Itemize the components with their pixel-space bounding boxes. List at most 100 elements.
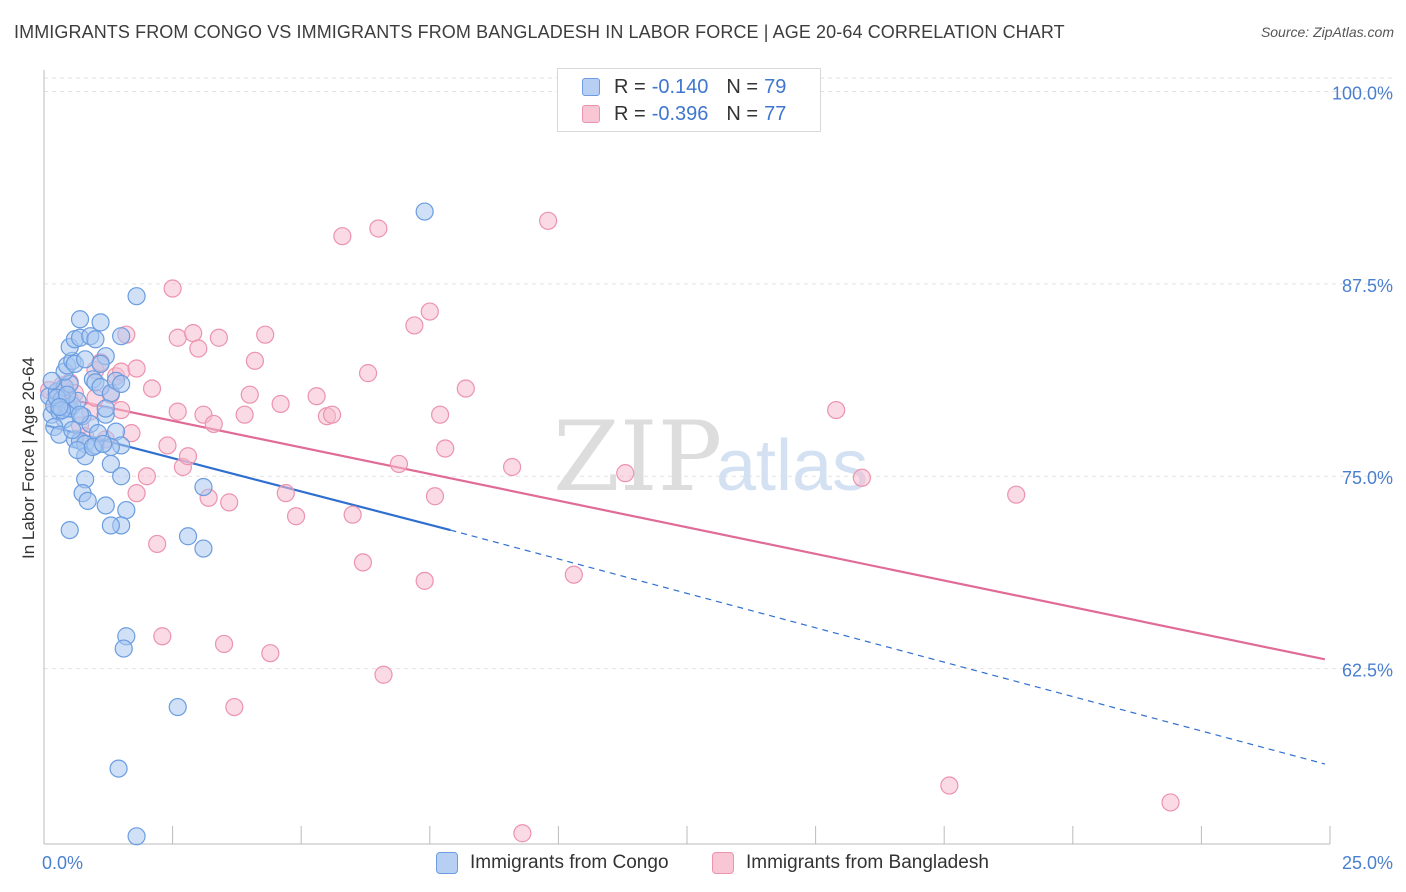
point-bangladesh — [235, 405, 254, 424]
point-bangladesh — [343, 505, 362, 524]
point-congo — [68, 440, 87, 460]
point-bangladesh — [286, 507, 306, 526]
point-congo — [114, 639, 133, 658]
point-bangladesh — [940, 776, 959, 795]
point-bangladesh — [204, 414, 223, 434]
series-legend-congo[interactable]: Immigrants from Congo — [436, 852, 669, 874]
point-congo — [96, 399, 115, 418]
x-tick-label: 25.0% — [1342, 853, 1393, 873]
legend-row-bangladesh: R = -0.396 N = 77 — [582, 101, 786, 127]
point-bangladesh — [127, 484, 146, 503]
point-bangladesh — [112, 400, 131, 420]
point-bangladesh — [1007, 485, 1026, 504]
point-bangladesh — [389, 454, 409, 474]
legend-row-congo: R = -0.140 N = 79 — [582, 74, 786, 100]
point-congo — [78, 491, 97, 510]
point-congo — [63, 420, 82, 440]
point-bangladesh — [184, 324, 203, 343]
watermark-atlas: atlas — [716, 426, 868, 506]
point-bangladesh — [333, 227, 352, 246]
point-bangladesh — [220, 493, 239, 512]
y-axis-label: In Labor Force | Age 20-64 — [19, 357, 38, 559]
point-bangladesh — [539, 211, 558, 230]
point-bangladesh — [430, 405, 450, 424]
legend-r-value: -0.140 — [651, 75, 709, 98]
point-bangladesh — [214, 634, 234, 654]
point-bangladesh — [353, 553, 373, 572]
y-tick-label: 100.0% — [1332, 84, 1393, 104]
legend-n-label: N = — [726, 75, 759, 98]
legend-r-label: R = — [614, 102, 646, 125]
point-bangladesh — [137, 467, 156, 486]
y-tick-label: 62.5% — [1342, 661, 1393, 681]
point-bangladesh — [564, 565, 583, 584]
point-congo — [194, 477, 213, 497]
point-congo — [109, 759, 128, 778]
point-bangladesh — [225, 697, 244, 717]
point-congo — [127, 827, 146, 846]
axes-layer — [43, 70, 1331, 845]
point-bangladesh — [189, 339, 208, 358]
point-bangladesh — [503, 457, 522, 477]
point-bangladesh — [1161, 793, 1180, 812]
point-congo — [60, 520, 79, 540]
point-congo — [76, 350, 95, 369]
legend-n-value: 77 — [764, 102, 787, 125]
point-bangladesh — [209, 328, 228, 347]
points-layer — [40, 202, 1180, 846]
point-bangladesh — [369, 219, 388, 238]
point-congo — [42, 371, 61, 390]
point-congo — [112, 467, 131, 486]
source-label: Source: ZipAtlas.com — [1260, 24, 1394, 40]
point-congo — [194, 539, 213, 558]
point-congo — [91, 313, 110, 332]
point-bangladesh — [358, 364, 378, 383]
point-bangladesh — [142, 379, 162, 398]
point-congo — [178, 527, 198, 546]
point-bangladesh — [852, 468, 871, 487]
point-bangladesh — [168, 402, 187, 421]
legend-r-value: -0.396 — [651, 102, 709, 125]
point-bangladesh — [616, 464, 635, 483]
trend-line-congo-extension — [450, 529, 1326, 765]
y-tick-label: 75.0% — [1342, 468, 1393, 488]
point-congo — [415, 202, 434, 221]
legend-swatch-congo — [436, 852, 458, 874]
point-bangladesh — [415, 571, 434, 590]
trend-line-bangladesh — [46, 393, 1326, 661]
point-bangladesh — [178, 447, 198, 466]
point-congo — [70, 310, 90, 329]
point-congo — [70, 405, 90, 424]
point-congo — [96, 496, 115, 515]
point-bangladesh — [127, 359, 146, 378]
point-congo — [101, 516, 120, 535]
legend-n-value: 79 — [764, 75, 787, 98]
series-legend-bangladesh[interactable]: Immigrants from Bangladesh — [712, 852, 989, 874]
x-tick-label: 0.0% — [42, 853, 83, 873]
point-bangladesh — [456, 379, 475, 398]
point-bangladesh — [436, 439, 455, 458]
point-bangladesh — [322, 405, 342, 424]
point-bangladesh — [153, 627, 172, 646]
point-bangladesh — [240, 385, 259, 404]
chart-title: IMMIGRANTS FROM CONGO VS IMMIGRANTS FROM… — [14, 22, 1065, 42]
point-congo — [168, 697, 187, 717]
point-congo — [91, 354, 110, 374]
point-bangladesh — [163, 279, 182, 298]
point-bangladesh — [405, 316, 424, 335]
watermark-zip: ZIP — [553, 401, 722, 513]
point-bangladesh — [374, 665, 393, 684]
point-bangladesh — [261, 644, 280, 663]
point-bangladesh — [513, 824, 532, 843]
point-congo — [117, 500, 136, 520]
point-bangladesh — [168, 328, 187, 347]
grid-layer — [44, 77, 1394, 670]
legend-label-congo: Immigrants from Congo — [470, 852, 669, 873]
tick-labels-layer: 100.0% 87.5% 75.0% 62.5% 0.0% 25.0% — [42, 84, 1393, 873]
y-tick-label: 87.5% — [1342, 276, 1393, 296]
point-congo — [112, 374, 131, 394]
point-bangladesh — [425, 487, 445, 506]
point-congo — [50, 397, 69, 417]
legend-swatch-bangladesh — [712, 852, 734, 874]
point-bangladesh — [245, 351, 265, 370]
